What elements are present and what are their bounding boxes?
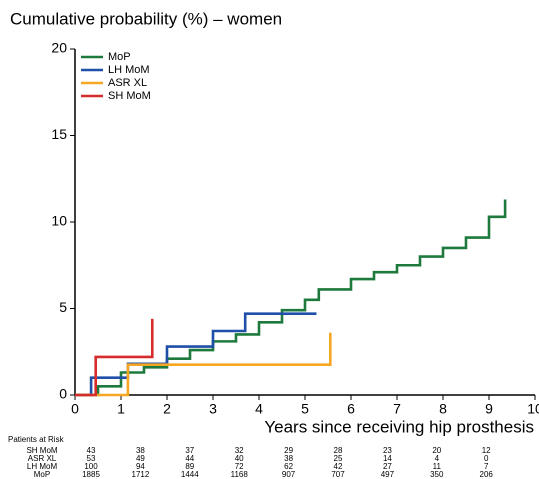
y-tick-label: 20 bbox=[51, 40, 67, 56]
risk-table-title: Patients at Risk bbox=[8, 435, 65, 444]
x-tick-label: 8 bbox=[439, 401, 447, 417]
risk-row-label: ASR XL bbox=[28, 454, 57, 463]
y-tick-label: 15 bbox=[51, 126, 67, 142]
risk-cell: 43 bbox=[87, 446, 96, 455]
risk-cell: 350 bbox=[430, 470, 444, 479]
x-tick-label: 5 bbox=[301, 401, 309, 417]
risk-cell: 497 bbox=[381, 470, 395, 479]
risk-cell: 707 bbox=[331, 470, 345, 479]
risk-cell: 100 bbox=[84, 462, 98, 471]
risk-cell: 40 bbox=[235, 454, 244, 463]
risk-cell: 89 bbox=[185, 462, 194, 471]
risk-cell: 27 bbox=[383, 462, 392, 471]
legend-label: ASR XL bbox=[108, 77, 147, 89]
x-axis-label: Years since receiving hip prosthesis bbox=[264, 417, 534, 436]
risk-cell: 94 bbox=[136, 462, 145, 471]
legend-label: MoP bbox=[108, 51, 131, 63]
x-tick-label: 6 bbox=[347, 401, 355, 417]
risk-cell: 38 bbox=[136, 446, 145, 455]
risk-cell: 4 bbox=[435, 454, 440, 463]
step-line bbox=[75, 199, 507, 397]
risk-cell: 1444 bbox=[181, 470, 199, 479]
risk-row-label: MoP bbox=[34, 470, 50, 479]
risk-cell: 72 bbox=[235, 462, 244, 471]
x-tick-label: 7 bbox=[393, 401, 401, 417]
risk-cell: 1885 bbox=[82, 470, 100, 479]
risk-cell: 29 bbox=[284, 446, 293, 455]
risk-cell: 14 bbox=[383, 454, 392, 463]
step-line bbox=[75, 318, 154, 397]
risk-cell: 38 bbox=[284, 454, 293, 463]
risk-cell: 44 bbox=[185, 454, 194, 463]
risk-cell: 25 bbox=[334, 454, 343, 463]
risk-cell: 53 bbox=[87, 454, 96, 463]
risk-cell: 1712 bbox=[132, 470, 150, 479]
step-line bbox=[75, 312, 317, 397]
risk-cell: 62 bbox=[284, 462, 293, 471]
x-tick-label: 1 bbox=[117, 401, 125, 417]
risk-cell: 37 bbox=[185, 446, 194, 455]
risk-cell: 0 bbox=[484, 454, 489, 463]
x-tick-label: 10 bbox=[527, 401, 539, 417]
x-tick-label: 9 bbox=[485, 401, 493, 417]
risk-cell: 42 bbox=[334, 462, 343, 471]
risk-row-label: LH MoM bbox=[27, 462, 58, 471]
risk-cell: 49 bbox=[136, 454, 145, 463]
legend-label: LH MoM bbox=[108, 64, 150, 76]
risk-row-label: SH MoM bbox=[26, 446, 57, 455]
risk-cell: 28 bbox=[334, 446, 343, 455]
legend-label: SH MoM bbox=[108, 90, 151, 102]
risk-cell: 12 bbox=[482, 446, 491, 455]
risk-cell: 11 bbox=[433, 462, 442, 471]
x-tick-label: 2 bbox=[163, 401, 171, 417]
risk-cell: 7 bbox=[484, 462, 489, 471]
x-tick-label: 3 bbox=[209, 401, 217, 417]
x-tick-label: 0 bbox=[71, 401, 79, 417]
risk-cell: 206 bbox=[480, 470, 494, 479]
y-tick-label: 5 bbox=[59, 299, 67, 315]
x-tick-label: 4 bbox=[255, 401, 263, 417]
risk-cell: 1168 bbox=[231, 470, 249, 479]
step-line bbox=[75, 332, 332, 397]
y-tick-label: 10 bbox=[51, 213, 67, 229]
y-tick-label: 0 bbox=[59, 386, 67, 402]
risk-cell: 20 bbox=[432, 446, 441, 455]
risk-cell: 907 bbox=[282, 470, 296, 479]
risk-cell: 23 bbox=[383, 446, 392, 455]
risk-cell: 32 bbox=[235, 446, 244, 455]
chart-title: Cumulative probability (%) – women bbox=[10, 9, 282, 28]
